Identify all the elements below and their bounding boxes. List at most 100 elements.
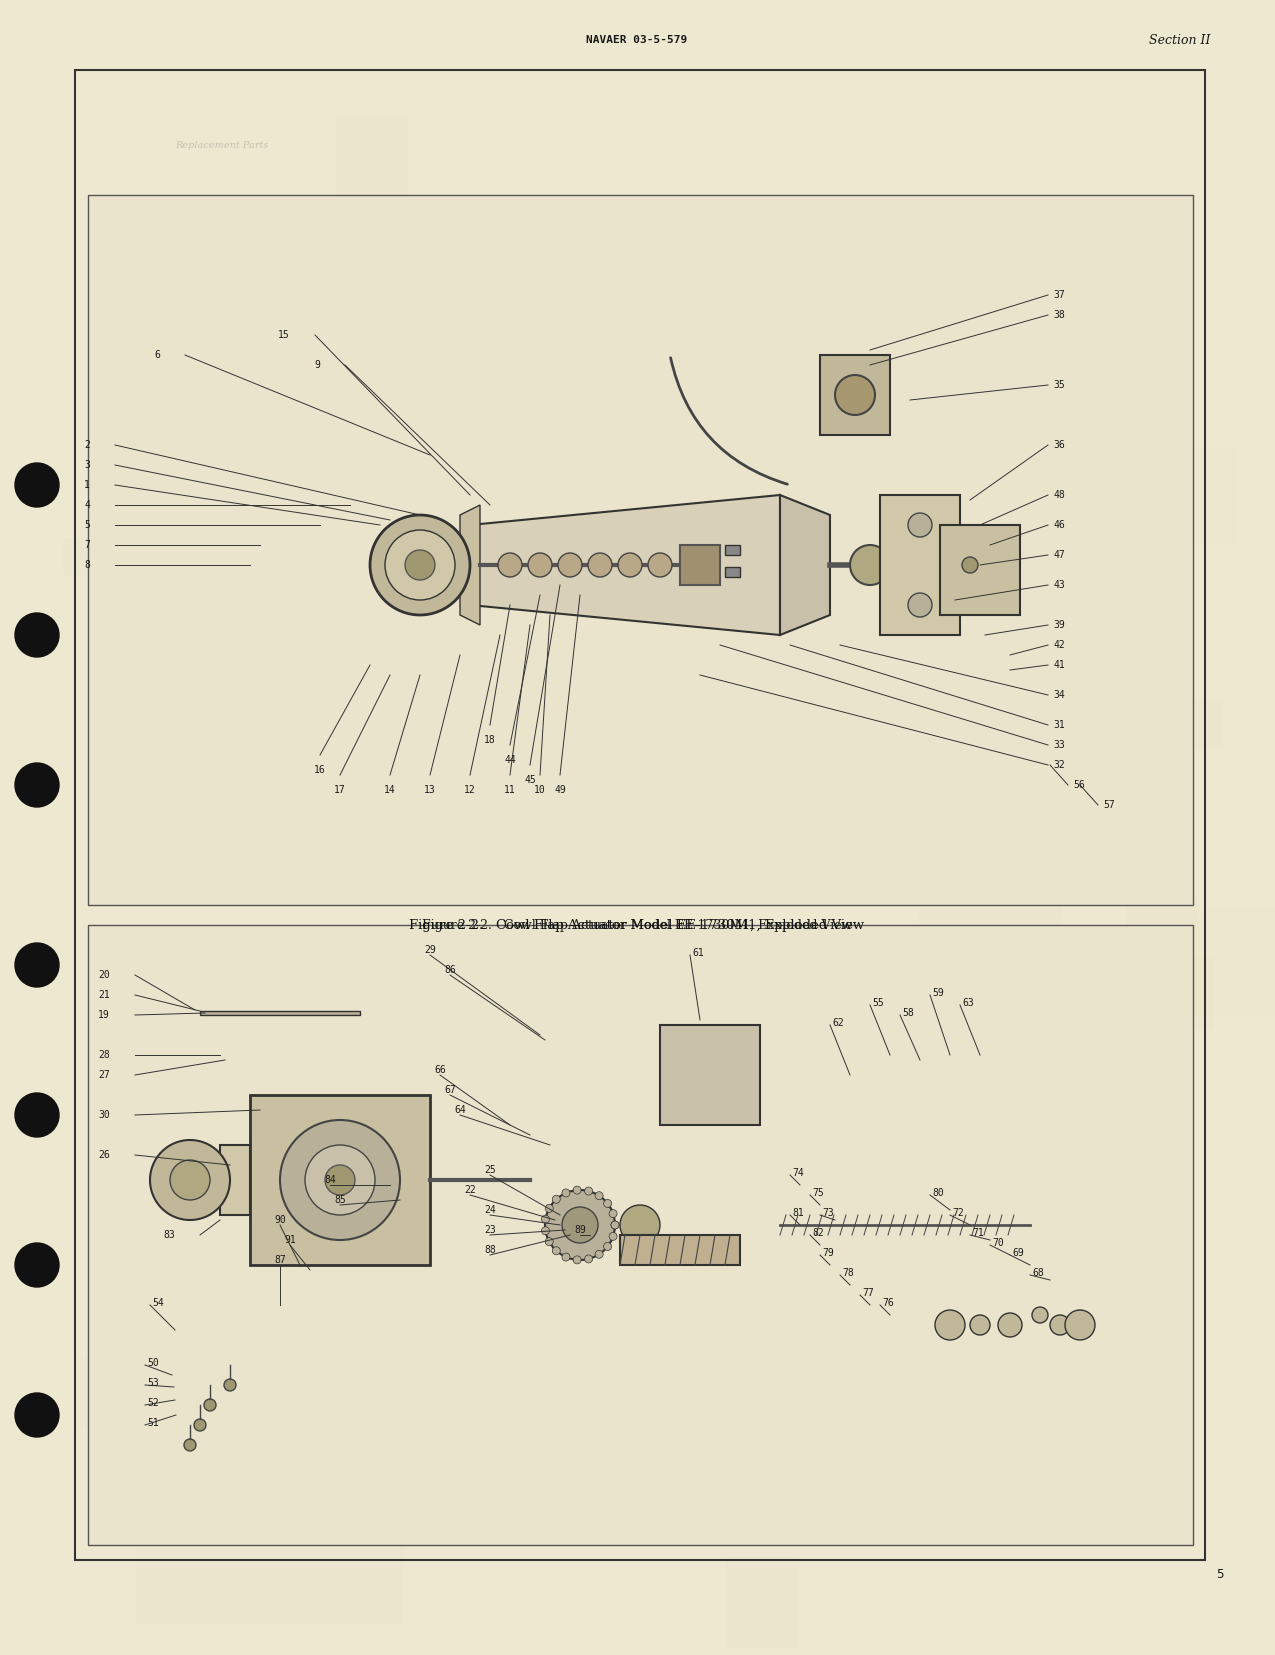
Text: 30: 30 <box>98 1111 110 1120</box>
Circle shape <box>648 553 672 578</box>
Text: 85: 85 <box>334 1195 346 1205</box>
Circle shape <box>562 1206 598 1243</box>
Text: 8: 8 <box>84 559 91 569</box>
Text: 64: 64 <box>454 1106 465 1115</box>
Circle shape <box>1031 1307 1048 1322</box>
Text: 32: 32 <box>1053 760 1065 770</box>
Text: 45: 45 <box>524 775 536 784</box>
Circle shape <box>405 549 435 579</box>
Circle shape <box>908 592 932 617</box>
Text: 29: 29 <box>425 945 436 955</box>
Bar <box>233 574 379 649</box>
Text: Section II: Section II <box>1149 33 1211 46</box>
Bar <box>901 392 1142 541</box>
Text: 50: 50 <box>147 1359 159 1369</box>
Bar <box>499 834 709 895</box>
Text: 19: 19 <box>98 1010 110 1019</box>
Circle shape <box>1051 1316 1070 1336</box>
FancyBboxPatch shape <box>88 925 1193 1546</box>
Polygon shape <box>460 505 479 626</box>
Text: 15: 15 <box>278 329 289 339</box>
Text: 21: 21 <box>98 990 110 1000</box>
Polygon shape <box>880 495 960 636</box>
Bar <box>52 922 163 978</box>
Circle shape <box>588 553 612 578</box>
Text: 51: 51 <box>147 1418 159 1428</box>
Text: 73: 73 <box>822 1208 834 1218</box>
Circle shape <box>204 1398 215 1412</box>
Text: 25: 25 <box>484 1165 496 1175</box>
Circle shape <box>611 1221 618 1230</box>
Text: Figure 2-2.   Cowl Flap Actuator Model EE-1730M1, Exploded View: Figure 2-2. Cowl Flap Actuator Model EE-… <box>409 919 864 932</box>
Text: 79: 79 <box>822 1248 834 1258</box>
Text: 54: 54 <box>152 1298 163 1307</box>
Circle shape <box>572 1256 581 1264</box>
Circle shape <box>850 544 890 584</box>
Circle shape <box>585 1254 593 1263</box>
Circle shape <box>280 1120 400 1240</box>
Circle shape <box>835 376 875 415</box>
Text: 5: 5 <box>1216 1569 1224 1582</box>
Text: 1: 1 <box>84 480 91 490</box>
Text: 27: 27 <box>98 1071 110 1081</box>
Text: 84: 84 <box>324 1175 335 1185</box>
Bar <box>820 356 890 435</box>
Text: 2: 2 <box>84 440 91 450</box>
Circle shape <box>542 1215 550 1223</box>
Bar <box>725 568 739 578</box>
Text: 61: 61 <box>692 948 704 958</box>
Bar <box>923 1362 1112 1442</box>
Circle shape <box>184 1438 196 1451</box>
Circle shape <box>558 553 581 578</box>
Circle shape <box>603 1243 612 1251</box>
Text: 44: 44 <box>504 755 516 765</box>
Bar <box>46 261 251 397</box>
Text: 58: 58 <box>901 1008 914 1018</box>
Text: 24: 24 <box>484 1205 496 1215</box>
Circle shape <box>194 1418 207 1432</box>
Bar <box>277 36 543 116</box>
Text: 22: 22 <box>464 1185 476 1195</box>
Text: 89: 89 <box>574 1225 586 1235</box>
Text: 76: 76 <box>882 1298 894 1307</box>
Text: 3: 3 <box>84 460 91 470</box>
Text: 88: 88 <box>484 1245 496 1254</box>
Text: 69: 69 <box>1012 1248 1024 1258</box>
Circle shape <box>370 515 470 616</box>
Text: 62: 62 <box>833 1018 844 1028</box>
Circle shape <box>305 1145 375 1215</box>
Circle shape <box>170 1160 210 1200</box>
Text: 46: 46 <box>1053 520 1065 530</box>
Circle shape <box>572 1187 581 1195</box>
Polygon shape <box>780 495 830 636</box>
Circle shape <box>620 1205 660 1245</box>
Bar <box>854 1124 992 1163</box>
Bar <box>468 1344 732 1480</box>
Circle shape <box>935 1311 965 1341</box>
Text: 49: 49 <box>555 784 566 794</box>
Text: 77: 77 <box>862 1288 873 1298</box>
Bar <box>1048 1250 1176 1337</box>
Text: 6: 6 <box>154 349 159 361</box>
Text: 59: 59 <box>932 988 944 998</box>
Circle shape <box>963 558 978 573</box>
Bar <box>940 525 1020 616</box>
Text: 87: 87 <box>274 1254 286 1264</box>
Circle shape <box>562 1253 570 1261</box>
Bar <box>725 544 739 554</box>
Circle shape <box>611 1221 618 1230</box>
Text: 53: 53 <box>147 1379 159 1389</box>
Text: 75: 75 <box>812 1188 824 1198</box>
Text: 17: 17 <box>334 784 346 794</box>
Circle shape <box>224 1379 236 1390</box>
Bar <box>646 697 917 786</box>
Circle shape <box>970 1316 989 1336</box>
Bar <box>620 1235 740 1264</box>
Bar <box>822 1109 1095 1150</box>
Circle shape <box>325 1165 354 1195</box>
Circle shape <box>998 1312 1023 1337</box>
Circle shape <box>595 1250 603 1258</box>
Text: 36: 36 <box>1053 440 1065 450</box>
Circle shape <box>15 1394 59 1437</box>
Bar <box>835 255 1128 356</box>
